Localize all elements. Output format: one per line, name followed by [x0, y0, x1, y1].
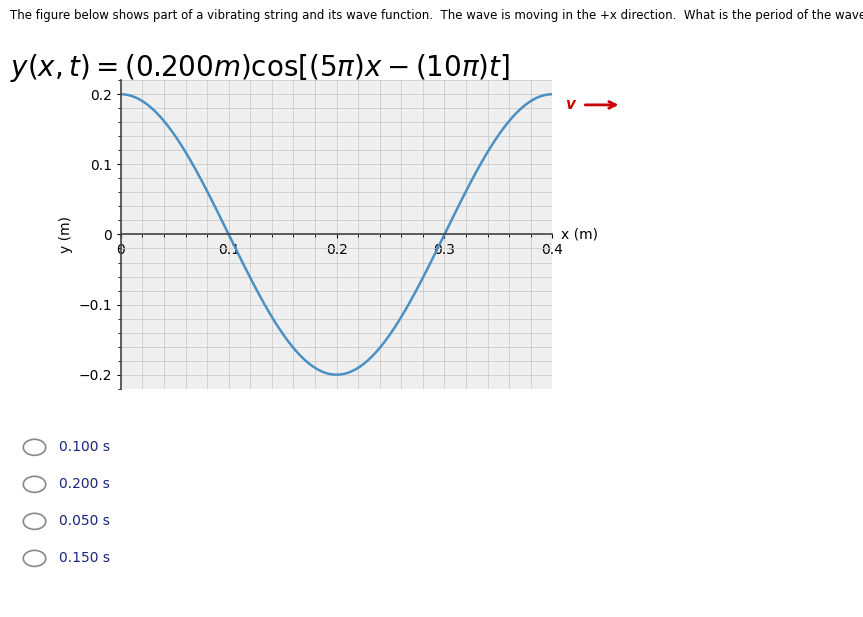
Text: The figure below shows part of a vibrating string and its wave function.  The wa: The figure below shows part of a vibrati… [10, 9, 863, 22]
Text: $y(x,t) = (0.200m)\cos\!\left[(5\pi)x-(10\pi)t\right]$: $y(x,t) = (0.200m)\cos\!\left[(5\pi)x-(1… [10, 52, 510, 85]
Text: 0.150 s: 0.150 s [59, 552, 110, 565]
Text: 0.200 s: 0.200 s [59, 478, 110, 491]
Text: x (m): x (m) [561, 228, 598, 241]
Text: 0.050 s: 0.050 s [59, 515, 110, 528]
Y-axis label: y (m): y (m) [59, 216, 72, 253]
Text: v: v [565, 97, 576, 112]
Text: 0.100 s: 0.100 s [59, 441, 110, 454]
